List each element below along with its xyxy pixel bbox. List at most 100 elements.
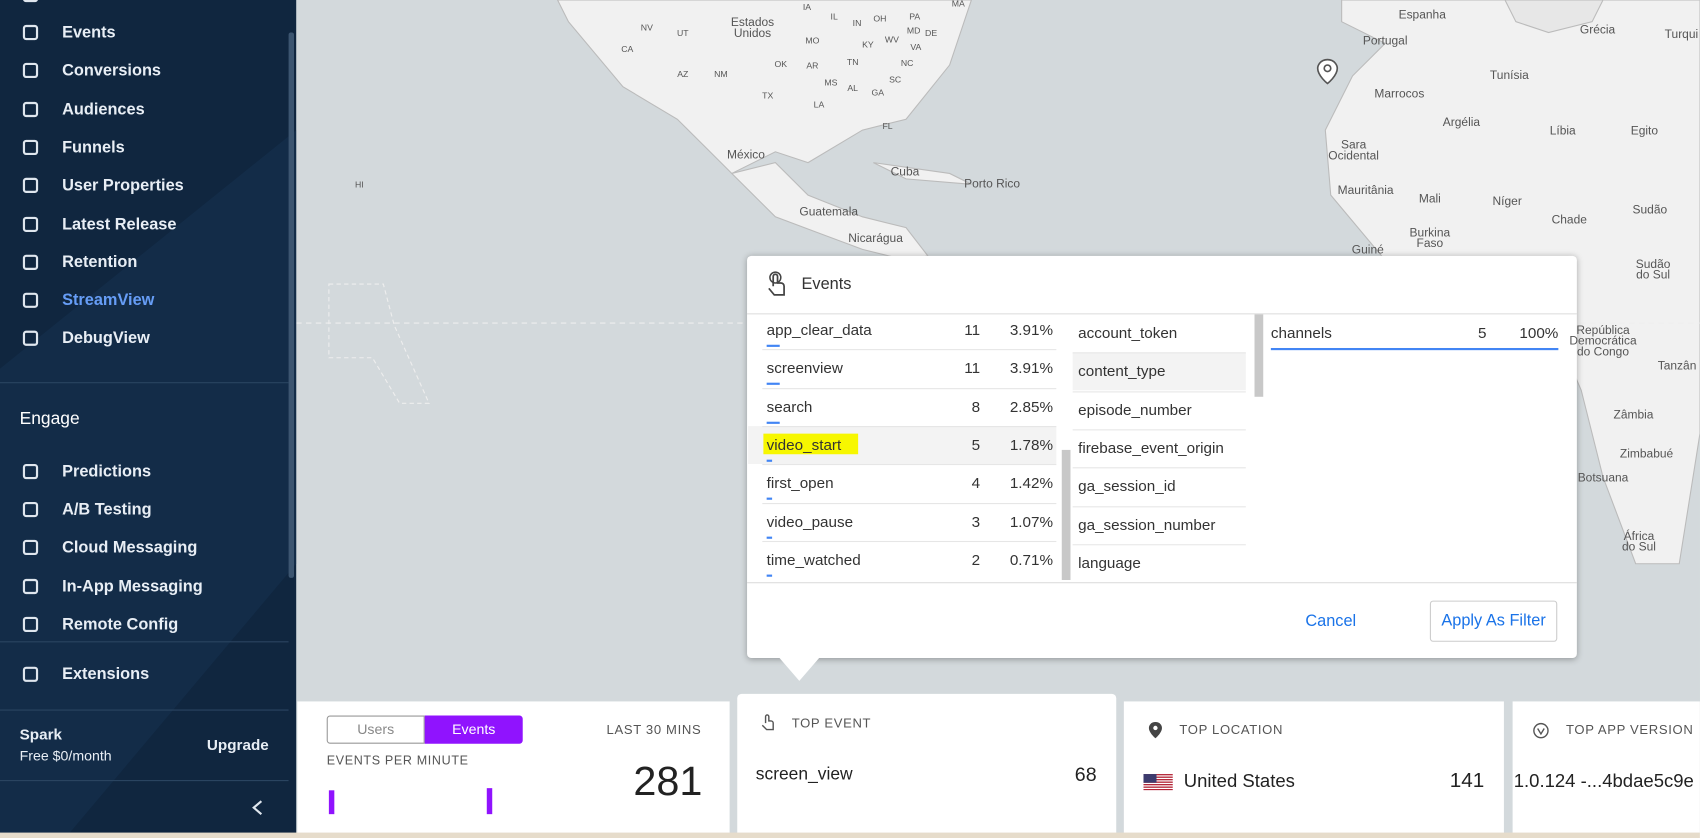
nav-icon xyxy=(22,330,39,346)
event-name[interactable]: video_start xyxy=(766,435,842,454)
map-label: LA xyxy=(813,99,825,110)
nav-item[interactable]: A/B Testing xyxy=(62,500,152,519)
map-label: Marrocos xyxy=(1374,87,1425,101)
event-name[interactable]: time_watched xyxy=(766,550,861,568)
nav-item[interactable]: Funnels xyxy=(62,138,125,157)
map-label: Tunísia xyxy=(1489,69,1529,83)
parameter-name[interactable]: language xyxy=(1078,553,1141,572)
map-label: Nicarágua xyxy=(848,231,903,246)
map-label: WV xyxy=(884,34,899,45)
parameter-name[interactable]: episode_number xyxy=(1078,400,1192,419)
map-label: AR xyxy=(806,60,819,71)
nav-item[interactable]: In-App Messaging xyxy=(62,577,203,596)
total-events: 281 xyxy=(633,759,703,805)
nav-item[interactable]: Remote Config xyxy=(62,615,179,634)
share-bar xyxy=(766,459,773,462)
nav-item[interactable]: Cloud Messaging xyxy=(62,538,198,557)
map-label: PA xyxy=(909,11,921,22)
nav-item[interactable]: Conversions xyxy=(62,61,162,80)
touch-icon xyxy=(768,271,785,296)
nav-item[interactable]: Audiences xyxy=(62,100,145,119)
map-label: DE xyxy=(925,28,938,38)
nav-icon xyxy=(22,62,39,79)
nav-item[interactable]: Extensions xyxy=(62,665,150,684)
nav-item[interactable]: Latest Release xyxy=(62,215,177,234)
value-count: 5 xyxy=(1477,324,1487,342)
nav-item[interactable]: Events xyxy=(62,23,116,42)
nav-icon xyxy=(22,666,39,682)
share-bar xyxy=(766,383,780,386)
metric-label: EVENTS PER MINUTE xyxy=(326,754,469,768)
event-name[interactable]: search xyxy=(766,397,813,415)
map-label: KY xyxy=(862,40,874,50)
users-toggle[interactable]: Users xyxy=(326,715,425,744)
section-title: Engage xyxy=(19,409,80,429)
map-label: África do Sul xyxy=(1621,530,1656,554)
parameter-name[interactable]: content_type xyxy=(1078,362,1166,380)
scrollbar xyxy=(1254,314,1264,397)
map-label: República Democrática do Congo xyxy=(1569,324,1637,359)
value-name[interactable]: channels xyxy=(1270,324,1332,342)
parameter-name[interactable]: firebase_event_origin xyxy=(1078,438,1224,457)
map-label: Níger xyxy=(1492,195,1522,209)
minute-bar xyxy=(486,788,493,815)
top-app-version-card: TOP APP VERSION 1.0.124 -...4bdae5c9e xyxy=(1512,701,1700,838)
row-divider xyxy=(762,502,1057,504)
nav-item[interactable]: DebugView xyxy=(62,329,150,348)
row-divider xyxy=(1072,352,1246,354)
version-icon xyxy=(1533,722,1549,739)
event-share: 1.78% xyxy=(1009,435,1054,454)
events-toggle[interactable]: Events xyxy=(424,715,523,744)
row-divider xyxy=(762,425,1057,428)
nav-item[interactable]: Retention xyxy=(62,253,138,272)
plan-price: Free $0/month xyxy=(19,747,112,764)
event-share: 0.71% xyxy=(1009,550,1054,568)
event-name[interactable]: app_clear_data xyxy=(766,320,872,339)
row-divider xyxy=(762,387,1057,389)
map-label: Sudão do Sul xyxy=(1635,258,1671,282)
map-label: Sara Ocidental xyxy=(1328,138,1379,163)
apply-filter-button[interactable]: Apply As Filter xyxy=(1429,600,1558,642)
nav-item[interactable]: Predictions xyxy=(62,462,152,481)
map-label: AZ xyxy=(677,69,689,80)
nav-item[interactable]: User Properties xyxy=(62,176,184,195)
parameter-name[interactable]: ga_session_id xyxy=(1078,477,1176,495)
nav-icon xyxy=(22,139,39,156)
nav-icon xyxy=(22,24,39,41)
map-label: Portugal xyxy=(1362,34,1408,48)
map-label: OH xyxy=(873,14,887,24)
map-label: Turqui xyxy=(1664,28,1699,42)
row-divider xyxy=(1072,467,1246,469)
share-bar xyxy=(1270,347,1559,351)
nav-item[interactable]: StreamView xyxy=(62,291,155,310)
top-event-name: screen_view xyxy=(755,765,853,784)
event-name[interactable]: screenview xyxy=(766,359,843,377)
event-name[interactable]: video_pause xyxy=(766,512,854,530)
map-label: Zimbabué xyxy=(1619,447,1674,461)
nav-icon xyxy=(22,616,39,633)
map-label: FL xyxy=(882,121,893,132)
nav-icon xyxy=(22,539,39,556)
parameter-name[interactable]: account_token xyxy=(1078,324,1178,342)
nav-item[interactable]: Dashboard xyxy=(62,0,147,4)
row-divider xyxy=(762,349,1057,351)
popup-title: Events xyxy=(801,274,852,294)
map-label: México xyxy=(726,148,765,162)
map-label: Sudão xyxy=(1632,203,1668,217)
event-name[interactable]: first_open xyxy=(766,473,834,492)
parameter-name[interactable]: ga_session_number xyxy=(1078,515,1216,533)
map-label: Guatemala xyxy=(799,205,859,219)
row-divider xyxy=(1072,505,1246,507)
nav-icon xyxy=(22,463,39,480)
map-label: Porto Rico xyxy=(964,177,1021,191)
map-label: CA xyxy=(621,44,634,55)
map-label: NV xyxy=(640,22,653,33)
top-event-card: TOP EVENT screen_view 68 xyxy=(737,693,1117,838)
share-bar xyxy=(766,574,773,577)
map-label: Zâmbia xyxy=(1613,408,1654,422)
map-label: NC xyxy=(900,58,914,69)
cancel-button[interactable]: Cancel xyxy=(1305,611,1357,631)
upgrade-button[interactable]: Upgrade xyxy=(206,736,269,754)
map-label: Estados Unidos xyxy=(730,16,775,41)
